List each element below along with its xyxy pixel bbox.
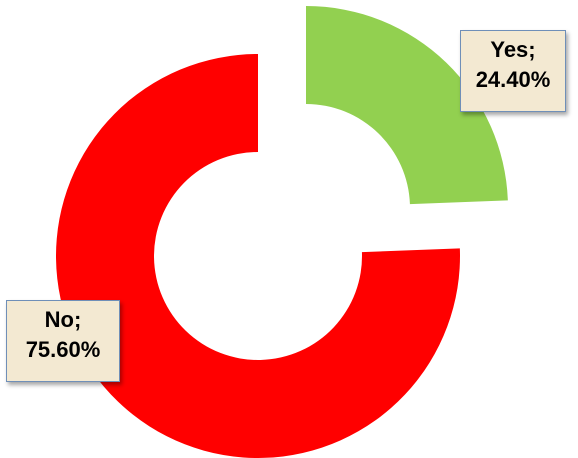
data-label-no: No; 75.60%: [6, 300, 120, 382]
data-label-no-value: 75.60%: [25, 337, 101, 362]
data-label-yes-value: 24.40%: [475, 67, 551, 92]
data-label-yes: Yes; 24.40%: [460, 30, 566, 112]
slice-no: [56, 54, 461, 458]
data-label-no-category: No;: [44, 307, 82, 332]
data-label-yes-category: Yes;: [490, 37, 536, 62]
slice-yes: [306, 6, 508, 205]
